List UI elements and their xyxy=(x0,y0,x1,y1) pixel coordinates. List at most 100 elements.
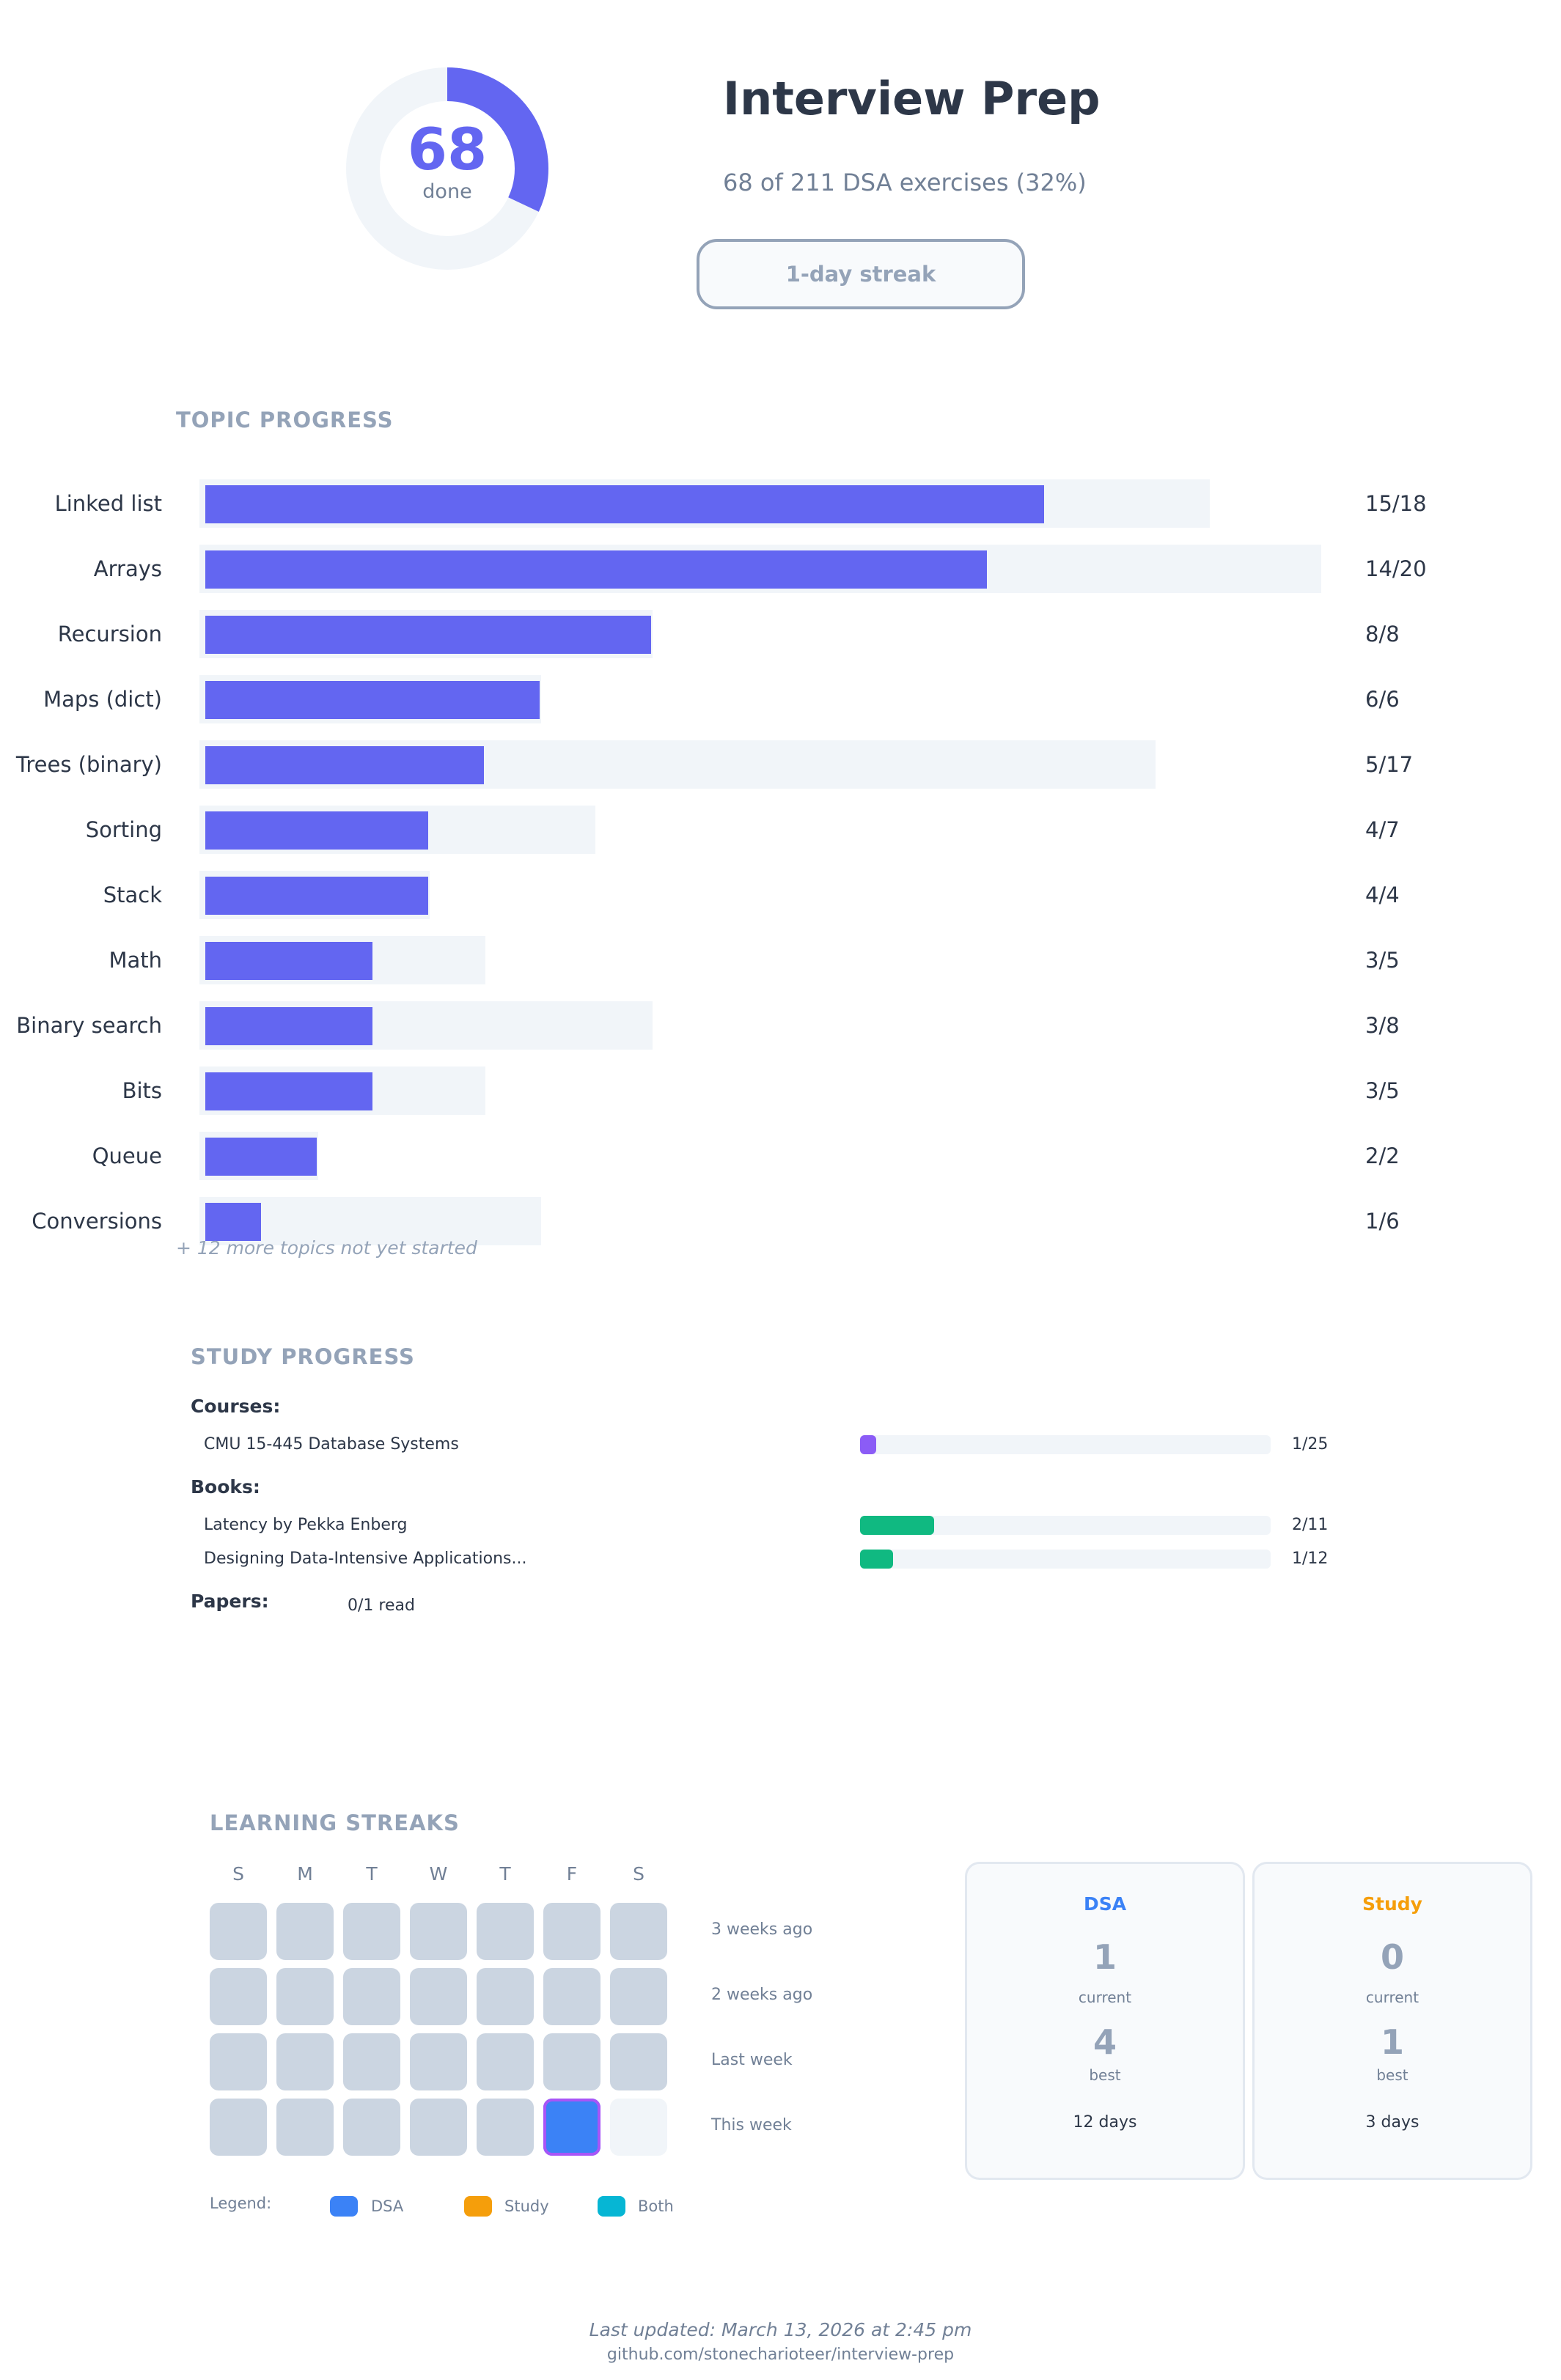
day-header: F xyxy=(566,1863,578,1885)
topic-count: 14/20 xyxy=(1365,556,1427,581)
topic-bar-fill xyxy=(205,1138,317,1176)
topic-count: 1/6 xyxy=(1365,1209,1400,1234)
topic-row: Math 3/5 xyxy=(0,935,1561,986)
topic-bar-fill xyxy=(205,616,651,654)
topic-count: 4/7 xyxy=(1365,817,1400,842)
day-header: S xyxy=(232,1863,244,1885)
topic-label: Conversions xyxy=(32,1209,162,1234)
course-name: CMU 15-445 Database Systems xyxy=(204,1435,459,1454)
topic-label: Bits xyxy=(122,1078,162,1103)
topic-bar-fill xyxy=(205,1203,261,1241)
calendar-day-cell xyxy=(343,1968,400,2025)
active-days: 12 days xyxy=(1073,2113,1137,2132)
streak-badge: 1-day streak xyxy=(697,239,1025,309)
calendar-day-cell xyxy=(477,1903,534,1960)
topic-bar-fill xyxy=(205,942,372,980)
best-streak-value: 1 xyxy=(1380,2022,1404,2062)
calendar-day-cell xyxy=(610,2033,667,2090)
topic-progress-title: TOPIC PROGRESS xyxy=(176,408,394,432)
page-subtitle: 68 of 211 DSA exercises (32%) xyxy=(723,169,1087,196)
calendar-day-cell xyxy=(477,2099,534,2156)
legend-both-label: Both xyxy=(638,2197,674,2215)
legend-swatch-study xyxy=(464,2196,492,2217)
last-updated: Last updated: March 13, 2026 at 2:45 pm xyxy=(589,2319,972,2340)
topic-count: 8/8 xyxy=(1365,622,1400,646)
study-streak-card: Study 0 current 1 best 3 days xyxy=(1252,1862,1532,2180)
topic-label: Queue xyxy=(92,1143,162,1168)
calendar-day-cell xyxy=(610,1903,667,1960)
more-topics-note: + 12 more topics not yet started xyxy=(176,1237,477,1259)
learning-streaks-title: LEARNING STREAKS xyxy=(210,1810,460,1835)
calendar-day-cell xyxy=(210,2099,267,2156)
donut-progress-arc xyxy=(346,67,548,270)
topic-row: Trees (binary) 5/17 xyxy=(0,739,1561,790)
best-streak-label: best xyxy=(1089,2066,1121,2084)
topic-bar-fill xyxy=(205,811,428,850)
legend-swatch-both xyxy=(598,2196,625,2217)
topic-count: 4/4 xyxy=(1365,883,1400,907)
legend-study-label: Study xyxy=(504,2197,549,2215)
calendar-day-cell xyxy=(543,1968,600,2025)
week-label: 2 weeks ago xyxy=(711,1986,813,2004)
calendar-day-cell xyxy=(477,2033,534,2090)
calendar-day-cell xyxy=(343,2099,400,2156)
current-streak-label: current xyxy=(1365,1989,1419,2006)
calendar-day-cell xyxy=(410,1968,467,2025)
card-title: DSA xyxy=(1083,1893,1127,1915)
book-count: 1/12 xyxy=(1292,1550,1329,1568)
topic-label: Math xyxy=(109,948,162,973)
legend-label: Legend: xyxy=(210,2195,272,2212)
calendar-day-cell xyxy=(610,2099,667,2156)
topic-row: Queue 2/2 xyxy=(0,1130,1561,1182)
course-count: 1/25 xyxy=(1292,1435,1329,1454)
page-title: Interview Prep xyxy=(723,72,1101,125)
calendar-day-cell xyxy=(343,2033,400,2090)
done-count: 68 xyxy=(407,117,488,183)
week-label: Last week xyxy=(711,2051,793,2069)
topic-row: Arrays 14/20 xyxy=(0,543,1561,594)
topic-count: 2/2 xyxy=(1365,1143,1400,1168)
current-streak-value: 0 xyxy=(1380,1937,1404,1977)
day-header: T xyxy=(499,1863,511,1885)
topic-count: 3/5 xyxy=(1365,948,1400,973)
book-name: Designing Data-Intensive Applications... xyxy=(204,1550,527,1568)
calendar-day-cell xyxy=(410,2033,467,2090)
courses-label: Courses: xyxy=(191,1396,281,1417)
calendar-day-cell xyxy=(610,1968,667,2025)
week-label: This week xyxy=(711,2116,792,2134)
topic-label: Sorting xyxy=(85,817,162,842)
topic-label: Stack xyxy=(103,883,162,907)
calendar-day-cell xyxy=(410,2099,467,2156)
calendar-day-cell xyxy=(543,2033,600,2090)
topic-label: Recursion xyxy=(57,622,162,646)
topic-label: Trees (binary) xyxy=(15,752,162,777)
topic-row: Maps (dict) 6/6 xyxy=(0,674,1561,725)
calendar-day-cell xyxy=(343,1903,400,1960)
card-title: Study xyxy=(1362,1893,1422,1915)
legend-dsa-label: DSA xyxy=(371,2197,404,2215)
course-bar-track xyxy=(860,1435,1271,1454)
topic-row: Conversions 1/6 xyxy=(0,1195,1561,1247)
book-bar-track xyxy=(860,1550,1271,1569)
topic-bar-fill xyxy=(205,1007,372,1045)
papers-label: Papers: xyxy=(191,1591,269,1612)
done-label: done xyxy=(422,180,472,203)
book-bar-fill xyxy=(860,1550,893,1569)
best-streak-value: 4 xyxy=(1092,2022,1117,2062)
repo-link[interactable]: github.com/stonecharioteer/interview-pre… xyxy=(606,2346,955,2364)
topic-count: 15/18 xyxy=(1365,491,1427,516)
calendar-day-cell xyxy=(543,2099,600,2156)
topic-bar-fill xyxy=(205,681,540,719)
topic-bar-fill xyxy=(205,746,484,784)
legend-swatch-dsa xyxy=(330,2196,358,2217)
book-count: 2/11 xyxy=(1292,1516,1329,1534)
calendar-day-cell xyxy=(477,1968,534,2025)
topic-row: Stack 4/4 xyxy=(0,869,1561,921)
calendar-day-cell xyxy=(410,1903,467,1960)
topic-label: Linked list xyxy=(54,491,162,516)
topic-row: Recursion 8/8 xyxy=(0,608,1561,660)
book-bar-fill xyxy=(860,1516,934,1535)
course-bar-fill xyxy=(860,1435,877,1454)
topic-row: Sorting 4/7 xyxy=(0,804,1561,855)
topic-count: 3/5 xyxy=(1365,1078,1400,1103)
